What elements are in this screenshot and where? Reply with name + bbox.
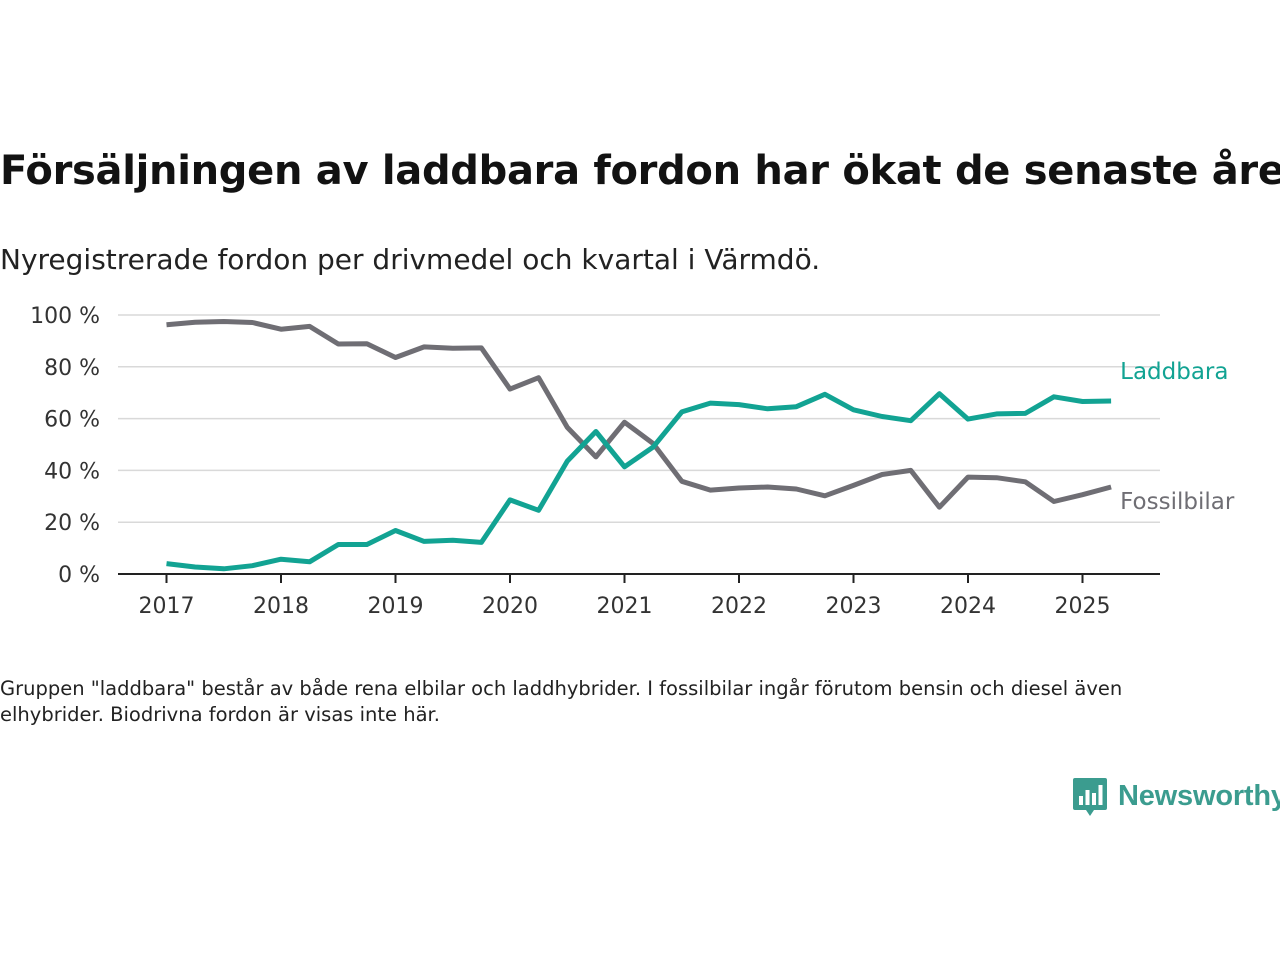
x-tick-label: 2022 — [711, 594, 767, 619]
brand-name: Newsworthy — [1118, 779, 1280, 812]
y-tick-label: 60 % — [44, 408, 100, 433]
x-axis — [118, 573, 1160, 583]
y-tick-label: 0 % — [58, 563, 100, 588]
series-label-laddbara: Laddbara — [1120, 359, 1228, 385]
line-chart: 0 % 20 % 40 % 60 % 80 % 100 % 2017 2018 2019 202… — [30, 304, 1235, 619]
chart-footnote: Gruppen "laddbara" består av både rena e… — [0, 677, 1123, 726]
chart-title: Försäljningen av laddbara fordon har öka… — [0, 148, 1280, 194]
x-tick-label: 2018 — [253, 594, 309, 619]
x-axis-tick-labels: 2017 2018 2019 2020 2021 2022 2023 2024 2025 — [139, 594, 1111, 619]
bar-chart-speech-bubble-icon — [1073, 778, 1107, 816]
gridlines — [118, 314, 1160, 523]
x-tick-label: 2023 — [826, 594, 882, 619]
series-labels: Laddbara Fossilbilar — [1120, 359, 1235, 515]
x-tick-label: 2020 — [482, 594, 538, 619]
y-tick-label: 100 % — [30, 304, 100, 329]
chart-subtitle: Nyregistrerade fordon per drivmedel och … — [0, 243, 821, 276]
newsworthy-logo: Newsworthy — [1072, 774, 1280, 818]
x-tick-label: 2024 — [940, 594, 996, 619]
x-tick-label: 2017 — [139, 594, 195, 619]
y-tick-label: 20 % — [44, 511, 100, 536]
series-line-fossilbilar — [166, 319, 1112, 510]
series-line-laddbara — [166, 391, 1112, 572]
y-tick-label: 40 % — [44, 459, 100, 484]
y-axis-tick-labels: 0 % 20 % 40 % 60 % 80 % 100 % — [30, 304, 100, 588]
series-lines — [166, 319, 1112, 572]
x-tick-label: 2019 — [368, 594, 424, 619]
series-label-fossilbilar: Fossilbilar — [1120, 489, 1235, 515]
x-tick-label: 2025 — [1055, 594, 1111, 619]
y-tick-label: 80 % — [44, 356, 100, 381]
x-tick-label: 2021 — [597, 594, 653, 619]
